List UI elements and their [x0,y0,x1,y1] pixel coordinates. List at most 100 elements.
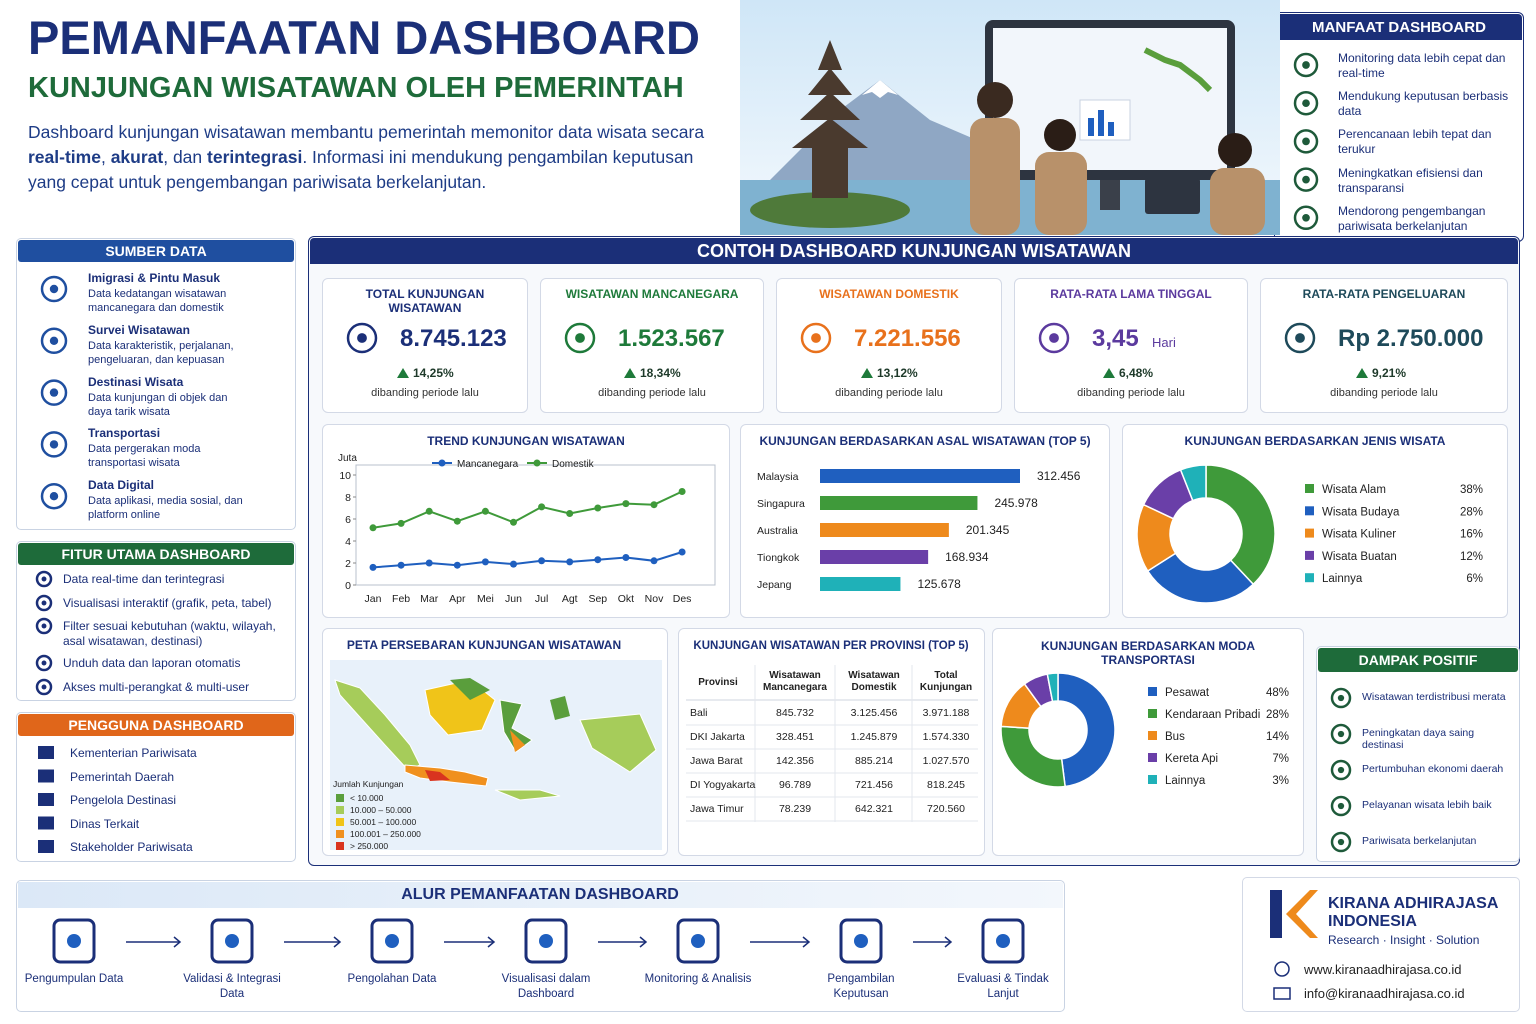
value-label: 7% [1272,753,1289,765]
table-cell: 720.560 [927,803,965,815]
icon [1302,99,1310,108]
icon [1302,175,1310,184]
source-title: Survei Wisatawan [88,322,190,337]
bar [820,496,978,510]
kpi-card [322,278,528,413]
legend-swatch [1148,775,1157,784]
legend-label: Mancanegara [457,459,519,470]
legend-swatch [336,794,344,802]
map-shapes [330,660,662,850]
value-label: 14% [1266,731,1289,743]
icon [41,576,47,582]
table-title: KUNJUNGAN WISATAWAN PER PROVINSI (TOP 5) [693,640,969,652]
legend-label: Bus [1165,731,1185,743]
chart-title: KUNJUNGAN BERDASARKAN ASAL WISATAWAN (TO… [759,434,1091,448]
icon [1337,730,1345,738]
legend-label: Lainnya [1165,775,1206,787]
kpi-card [1260,278,1508,413]
alur-header [18,882,1063,908]
legend-swatch [1148,687,1157,696]
dampak-item: Pertumbuhan ekonomi daerah [1362,763,1504,775]
sumber-data-title: SUMBER DATA [105,243,207,259]
map-legend-label: < 10.000 [350,793,384,803]
pengguna-title: PENGGUNA DASHBOARD [68,717,244,733]
data-point [622,500,630,508]
x-tick-label: Agt [562,593,578,605]
dampak-header [1318,648,1518,672]
source-desc: Data kedatangan wisatawan mancanegara da… [88,288,227,314]
kpi-note: dibanding periode lalu [1330,387,1438,399]
icon [40,431,68,458]
value-label: 48% [1266,687,1289,699]
icon [1302,137,1310,146]
table-cell: 328.451 [776,731,814,743]
step-arrow [944,936,953,948]
icon [49,284,59,294]
y-tick-label: 0 [345,580,351,592]
kpi-note: dibanding periode lalu [371,387,479,399]
icon [38,769,54,783]
mail-icon [1273,987,1291,1000]
source-desc: Data kunjungan di objek dan daya tarik w… [88,391,228,418]
x-tick-label: Apr [449,593,466,605]
icon [41,623,47,629]
data-point [481,558,489,566]
x-tick-label: Jan [365,593,382,605]
manfaat-panel [1274,12,1524,242]
kpi-label: RATA-RATA LAMA TINGGAL [1050,287,1212,301]
table-header: Provinsi [698,677,738,688]
fitur-header [18,543,294,565]
legend-label: Wisata Buatan [1322,551,1397,563]
step-label: Evaluasi & Tindak Lanjut [957,973,1049,1000]
logo [1270,890,1282,938]
source-desc: Data karakteristik, perjalanan, pengelua… [88,339,234,366]
icon [1302,213,1310,222]
value-label: 6% [1466,573,1483,585]
kpi-up-arrow [1356,368,1368,378]
kpi-change: 6,48% [1119,366,1154,380]
data-point [678,488,686,495]
table-cell: Jawa Timur [690,803,744,815]
kpi-up-arrow [624,368,636,378]
manfaat-item: Meningkatkan efisiensi dan transparansi [1338,165,1483,195]
bar [820,469,1020,483]
page-subtitle: KUNJUNGAN WISATAWAN OLEH PEMERINTAH [28,72,684,104]
user-item: Pemerintah Daerah [70,769,175,784]
table-cell: Jawa Barat [690,755,743,767]
y-tick-label: 8 [345,492,351,504]
table-cell: 818.245 [927,779,965,791]
legend-swatch [1148,731,1157,740]
step-icon [524,918,568,964]
category-label: Australia [757,525,798,537]
table-cell: 1.574.330 [922,731,970,743]
dampak-item: Peningkatan daya saing destinasi [1362,727,1475,751]
illustration [740,0,1280,235]
source-desc: Data aplikasi, media sosial, dan platfor… [88,495,243,522]
table-cell: 642.321 [855,803,893,815]
company-website: www.kiranaadhirajasa.co.id [1304,962,1462,977]
kpi-label: RATA-RATA PENGELUARAN [1302,287,1466,301]
legend-label: Kereta Api [1165,753,1218,765]
logo [1286,890,1318,938]
sumber-data-header [18,240,294,262]
x-tick-label: Sep [588,593,607,605]
data-point [510,518,517,526]
dashboard-title: CONTOH DASHBOARD KUNJUNGAN WISATAWAN [697,241,1131,261]
line-card [322,424,730,618]
data-point [594,556,602,564]
value-label: 38% [1460,484,1483,496]
data-point [453,517,461,525]
table-cell: Bali [690,707,708,719]
value-label: 12% [1460,551,1483,563]
value-label: 28% [1266,709,1289,721]
value-label: 168.934 [945,550,989,564]
map-legend-title: Jumlah Kunjungan [333,779,404,789]
icon [575,333,585,343]
data-point [397,561,405,569]
icon [49,440,59,449]
source-title: Transportasi [88,426,161,441]
table-header: Wisatawan Domestik [848,670,900,693]
category-label: Jepang [757,579,792,591]
map-legend-label: > 250.000 [350,841,389,851]
x-tick-label: Jul [535,593,548,605]
